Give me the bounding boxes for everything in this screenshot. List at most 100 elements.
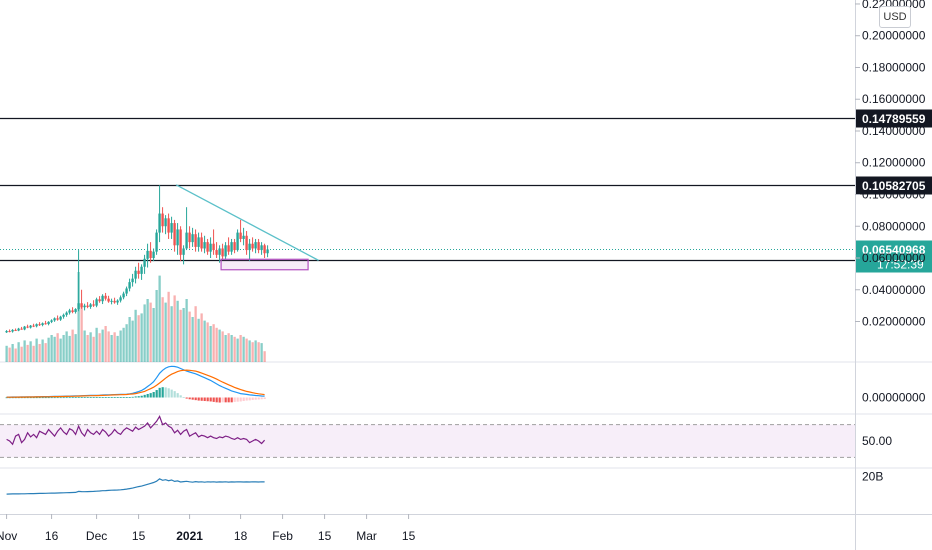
candle-body xyxy=(191,234,194,243)
volume-bar xyxy=(23,340,26,362)
macd-histogram-bar xyxy=(65,397,68,399)
volume-bar xyxy=(185,299,188,362)
volume-bar xyxy=(86,335,89,362)
volume-bar xyxy=(206,322,209,362)
macd-histogram-bar xyxy=(41,397,44,399)
price-tick-label: 0.04000000 xyxy=(862,283,926,297)
volume-bar xyxy=(89,332,92,362)
candle-body xyxy=(155,232,158,252)
candle-body xyxy=(20,328,23,330)
macd-histogram-bar xyxy=(260,397,263,400)
macd-histogram-bar xyxy=(137,396,140,398)
volume-bar xyxy=(92,336,95,362)
volume-bar xyxy=(224,335,227,362)
volume-bar xyxy=(221,331,224,362)
candle-body xyxy=(176,229,179,246)
volume-bar xyxy=(113,332,116,362)
macd-histogram-bar xyxy=(161,387,164,398)
macd-histogram-bar xyxy=(248,397,251,401)
volume-bar xyxy=(164,302,167,362)
macd-histogram-bar xyxy=(242,397,245,402)
candle-body xyxy=(122,293,125,298)
candle-body xyxy=(8,331,11,333)
volume-bar xyxy=(62,335,65,362)
price-tick-label: 0.08000000 xyxy=(862,219,926,233)
macd-histogram-bar xyxy=(209,397,212,402)
macd-histogram-bar xyxy=(245,397,248,401)
candle-body xyxy=(47,321,50,325)
bar-countdown: 17:52:39 xyxy=(877,258,924,272)
candle-body xyxy=(11,329,14,332)
volume-bar xyxy=(188,311,191,362)
macd-histogram-bar xyxy=(134,396,137,398)
candle-body xyxy=(242,235,245,239)
candle-body xyxy=(233,242,236,251)
macd-histogram-bar xyxy=(98,397,101,398)
volume-bar xyxy=(251,342,254,362)
volume-bar xyxy=(263,351,266,362)
candle-body xyxy=(200,237,203,249)
macd-histogram-bar xyxy=(236,397,239,402)
volume-bar xyxy=(59,338,62,362)
macd-histogram-bar xyxy=(167,388,170,398)
volume-bar xyxy=(116,335,119,362)
volume-bar xyxy=(107,331,110,362)
macd-tick-label: 0.00000000 xyxy=(862,391,926,405)
time-tick-label: 16 xyxy=(45,529,59,543)
candle-body xyxy=(17,328,20,331)
support-rectangle[interactable] xyxy=(220,258,309,271)
volume-bar xyxy=(230,335,233,362)
macd-histogram-bar xyxy=(116,397,119,398)
obv-panel: 20B xyxy=(6,469,883,495)
price-tick-label: 0.06000000 xyxy=(862,251,926,265)
candle-body xyxy=(134,270,137,279)
macd-histogram-bar xyxy=(224,397,227,403)
macd-histogram-bar xyxy=(182,397,185,398)
macd-histogram-bar xyxy=(158,387,161,398)
volume-bar xyxy=(161,297,164,362)
candle-body xyxy=(170,223,173,233)
volume-bar xyxy=(134,309,137,362)
obv-tick-label: 20B xyxy=(862,469,883,483)
candle-body xyxy=(104,295,107,299)
volume-bar xyxy=(167,291,170,362)
drawings[interactable] xyxy=(175,184,319,271)
macd-histogram-bar xyxy=(56,397,59,399)
candle-body xyxy=(14,329,17,331)
volume-bar xyxy=(119,330,122,362)
macd-histogram-bar xyxy=(47,397,50,399)
horizontal-levels[interactable]: 0.147895590.105827050.058433290.06540968… xyxy=(0,109,932,273)
volume-bar xyxy=(128,317,131,362)
volume-bar xyxy=(98,333,101,362)
candle-body xyxy=(149,250,152,259)
macd-histogram-bar xyxy=(194,397,197,401)
candle-body xyxy=(167,218,170,233)
macd-histogram-bar xyxy=(32,397,35,399)
volume-bar xyxy=(131,320,134,362)
macd-histogram-bar xyxy=(251,397,254,400)
candle-body xyxy=(62,314,65,317)
volume-bar xyxy=(197,318,200,362)
macd-histogram-bar xyxy=(149,393,152,398)
candle-body xyxy=(257,242,260,251)
candle-body xyxy=(95,299,98,306)
macd-histogram-bar xyxy=(230,397,233,403)
currency-label[interactable]: USD xyxy=(879,6,911,28)
macd-histogram-bar xyxy=(191,397,194,400)
macd-histogram-bar xyxy=(257,397,260,400)
time-tick-label: 2021 xyxy=(176,529,203,543)
candle-body xyxy=(173,223,176,246)
macd-histogram-bar xyxy=(35,397,38,399)
macd-histogram-bar xyxy=(50,397,53,399)
candle-body xyxy=(53,318,56,321)
volume-bar xyxy=(53,336,56,362)
descending-trendline[interactable] xyxy=(175,184,319,261)
candle-body xyxy=(35,324,38,327)
candle-body xyxy=(92,304,95,306)
volume-bar xyxy=(248,340,251,362)
candle-body xyxy=(107,298,110,302)
candle-body xyxy=(44,323,47,325)
candle-body xyxy=(179,229,182,255)
